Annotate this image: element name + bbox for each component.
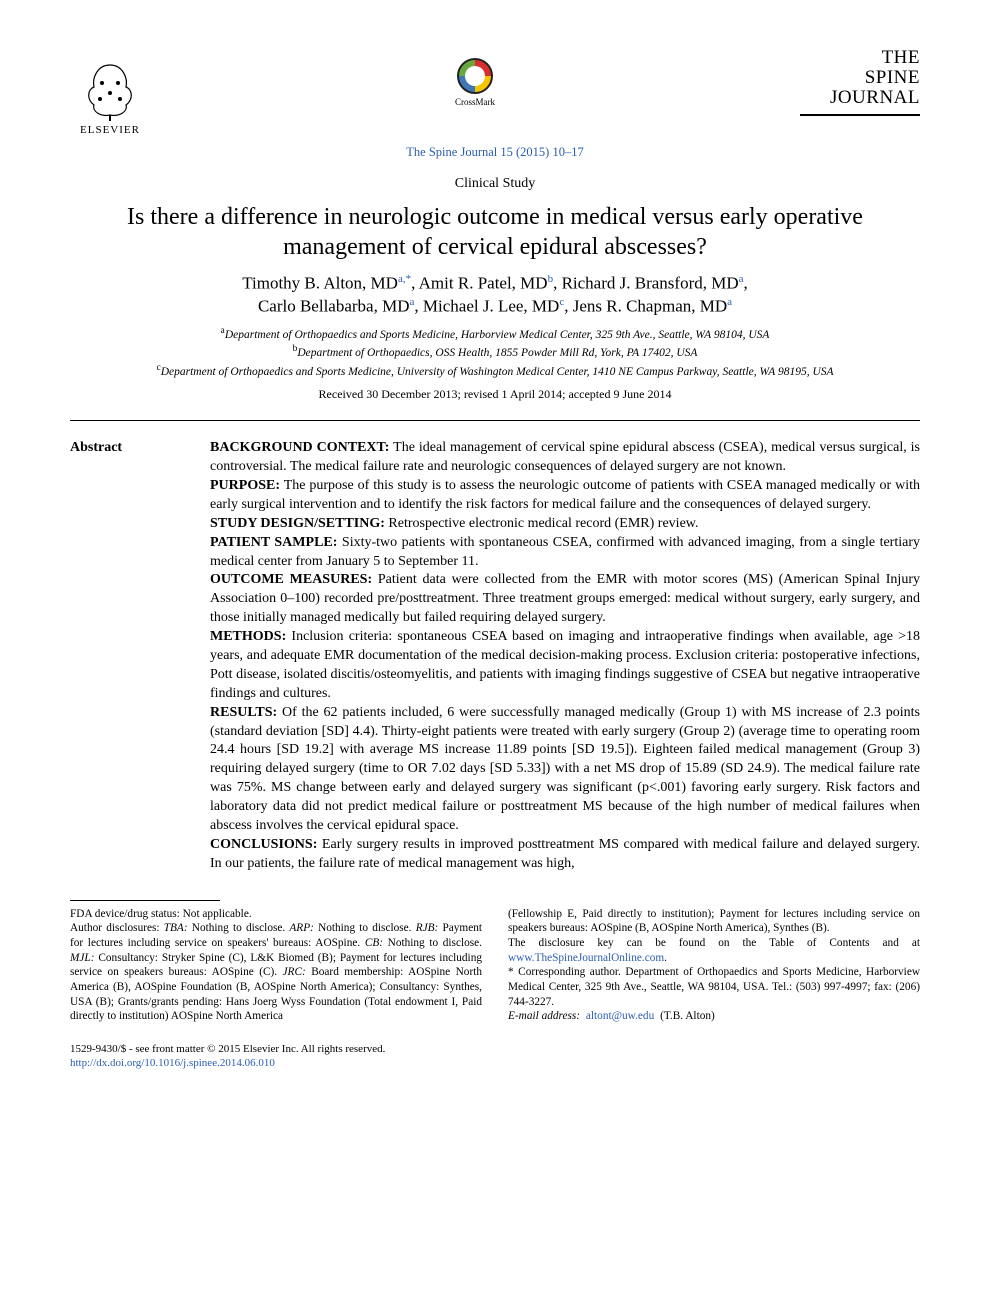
abstract-section: PATIENT SAMPLE: Sixty-two patients with …: [210, 534, 920, 572]
author: Richard J. Bransford, MD: [562, 273, 739, 292]
author-affil-marker: c: [559, 296, 564, 308]
footnote-col-right: (Fellowship E, Paid directly to institut…: [508, 907, 920, 1024]
abstract-section: PURPOSE: The purpose of this study is to…: [210, 477, 920, 515]
article-dates: Received 30 December 2013; revised 1 Apr…: [70, 386, 920, 402]
author: Carlo Bellabarba, MD: [258, 297, 410, 316]
journal-logo-rule: [800, 114, 920, 116]
abstract: Abstract BACKGROUND CONTEXT: The ideal m…: [70, 439, 920, 873]
page-header: ELSEVIER CrossMark THE SPINE JOURNAL: [70, 48, 920, 138]
abstract-section-head: METHODS:: [210, 629, 286, 644]
abstract-section-head: PURPOSE:: [210, 478, 280, 493]
abstract-section-head: CONCLUSIONS:: [210, 837, 317, 852]
abstract-section-head: BACKGROUND CONTEXT:: [210, 440, 389, 455]
author-list: Timothy B. Alton, MDa,*, Amit R. Patel, …: [70, 272, 920, 319]
author: Jens R. Chapman, MD: [573, 297, 727, 316]
crossmark-badge[interactable]: CrossMark: [445, 58, 505, 108]
journal-logo: THE SPINE JOURNAL: [800, 48, 920, 116]
affiliation: aDepartment of Orthopaedics and Sports M…: [70, 325, 920, 343]
elsevier-label: ELSEVIER: [80, 123, 140, 138]
disclosure-key-link[interactable]: www.TheSpineJournalOnline.com: [508, 952, 664, 964]
crossmark-label: CrossMark: [445, 96, 505, 108]
abstract-section: CONCLUSIONS: Early surgery results in im…: [210, 836, 920, 874]
author: Michael J. Lee, MD: [423, 297, 559, 316]
abstract-label: Abstract: [70, 439, 180, 458]
abstract-section-head: STUDY DESIGN/SETTING:: [210, 516, 385, 531]
footnotes: FDA device/drug status: Not applicable. …: [70, 907, 920, 1024]
footnote-rule: [70, 900, 220, 901]
abstract-section: RESULTS: Of the 62 patients included, 6 …: [210, 704, 920, 836]
divider-rule: [70, 420, 920, 421]
footnote-col-left: FDA device/drug status: Not applicable. …: [70, 907, 482, 1024]
author: Amit R. Patel, MD: [419, 273, 548, 292]
author-affil-marker: a,: [398, 273, 406, 285]
abstract-section: STUDY DESIGN/SETTING: Retrospective elec…: [210, 515, 920, 534]
author-affil-marker: a: [739, 273, 744, 285]
affiliation-key: c: [156, 362, 160, 373]
disclosure-key: The disclosure key can be found on the T…: [508, 936, 920, 965]
affiliation: cDepartment of Orthopaedics and Sports M…: [70, 362, 920, 380]
email-link[interactable]: altont@uw.edu: [586, 1010, 654, 1022]
author-disclosures-cont: (Fellowship E, Paid directly to institut…: [508, 907, 920, 936]
abstract-section: OUTCOME MEASURES: Patient data were coll…: [210, 571, 920, 628]
affiliations: aDepartment of Orthopaedics and Sports M…: [70, 325, 920, 380]
issn-copyright: 1529-9430/$ - see front matter © 2015 El…: [70, 1042, 920, 1056]
abstract-section: BACKGROUND CONTEXT: The ideal management…: [210, 439, 920, 477]
author: Timothy B. Alton, MD: [242, 273, 398, 292]
author-affil-marker: a: [727, 296, 732, 308]
journal-logo-line: THE: [800, 48, 920, 68]
corresponding-author: * Corresponding author. Department of Or…: [508, 965, 920, 1009]
author-affil-marker: a: [410, 296, 415, 308]
page-footer: 1529-9430/$ - see front matter © 2015 El…: [70, 1042, 920, 1071]
journal-logo-line: SPINE: [800, 68, 920, 88]
author-affil-marker: b: [548, 273, 554, 285]
abstract-body: BACKGROUND CONTEXT: The ideal management…: [210, 439, 920, 873]
article-type: Clinical Study: [70, 175, 920, 194]
journal-reference: The Spine Journal 15 (2015) 10–17: [70, 144, 920, 161]
affiliation: bDepartment of Orthopaedics, OSS Health,…: [70, 343, 920, 361]
affiliation-key: a: [221, 325, 225, 336]
doi-link[interactable]: http://dx.doi.org/10.1016/j.spinee.2014.…: [70, 1056, 920, 1070]
abstract-section-head: PATIENT SAMPLE:: [210, 535, 337, 550]
fda-status: FDA device/drug status: Not applicable.: [70, 907, 482, 922]
abstract-section-head: RESULTS:: [210, 705, 277, 720]
author-disclosures: Author disclosures: TBA: Nothing to disc…: [70, 921, 482, 1024]
affiliation-key: b: [293, 343, 298, 354]
abstract-section-head: OUTCOME MEASURES:: [210, 572, 372, 587]
abstract-section: METHODS: Inclusion criteria: spontaneous…: [210, 628, 920, 704]
corresponding-star-icon: *: [406, 273, 412, 285]
crossmark-icon: [457, 58, 493, 94]
article-title: Is there a difference in neurologic outc…: [90, 202, 900, 262]
corresponding-email: E-mail address: altont@uw.edu (T.B. Alto…: [508, 1009, 920, 1024]
elsevier-logo: ELSEVIER: [70, 48, 150, 138]
journal-logo-line: JOURNAL: [800, 88, 920, 108]
elsevier-tree-icon: [80, 59, 140, 121]
